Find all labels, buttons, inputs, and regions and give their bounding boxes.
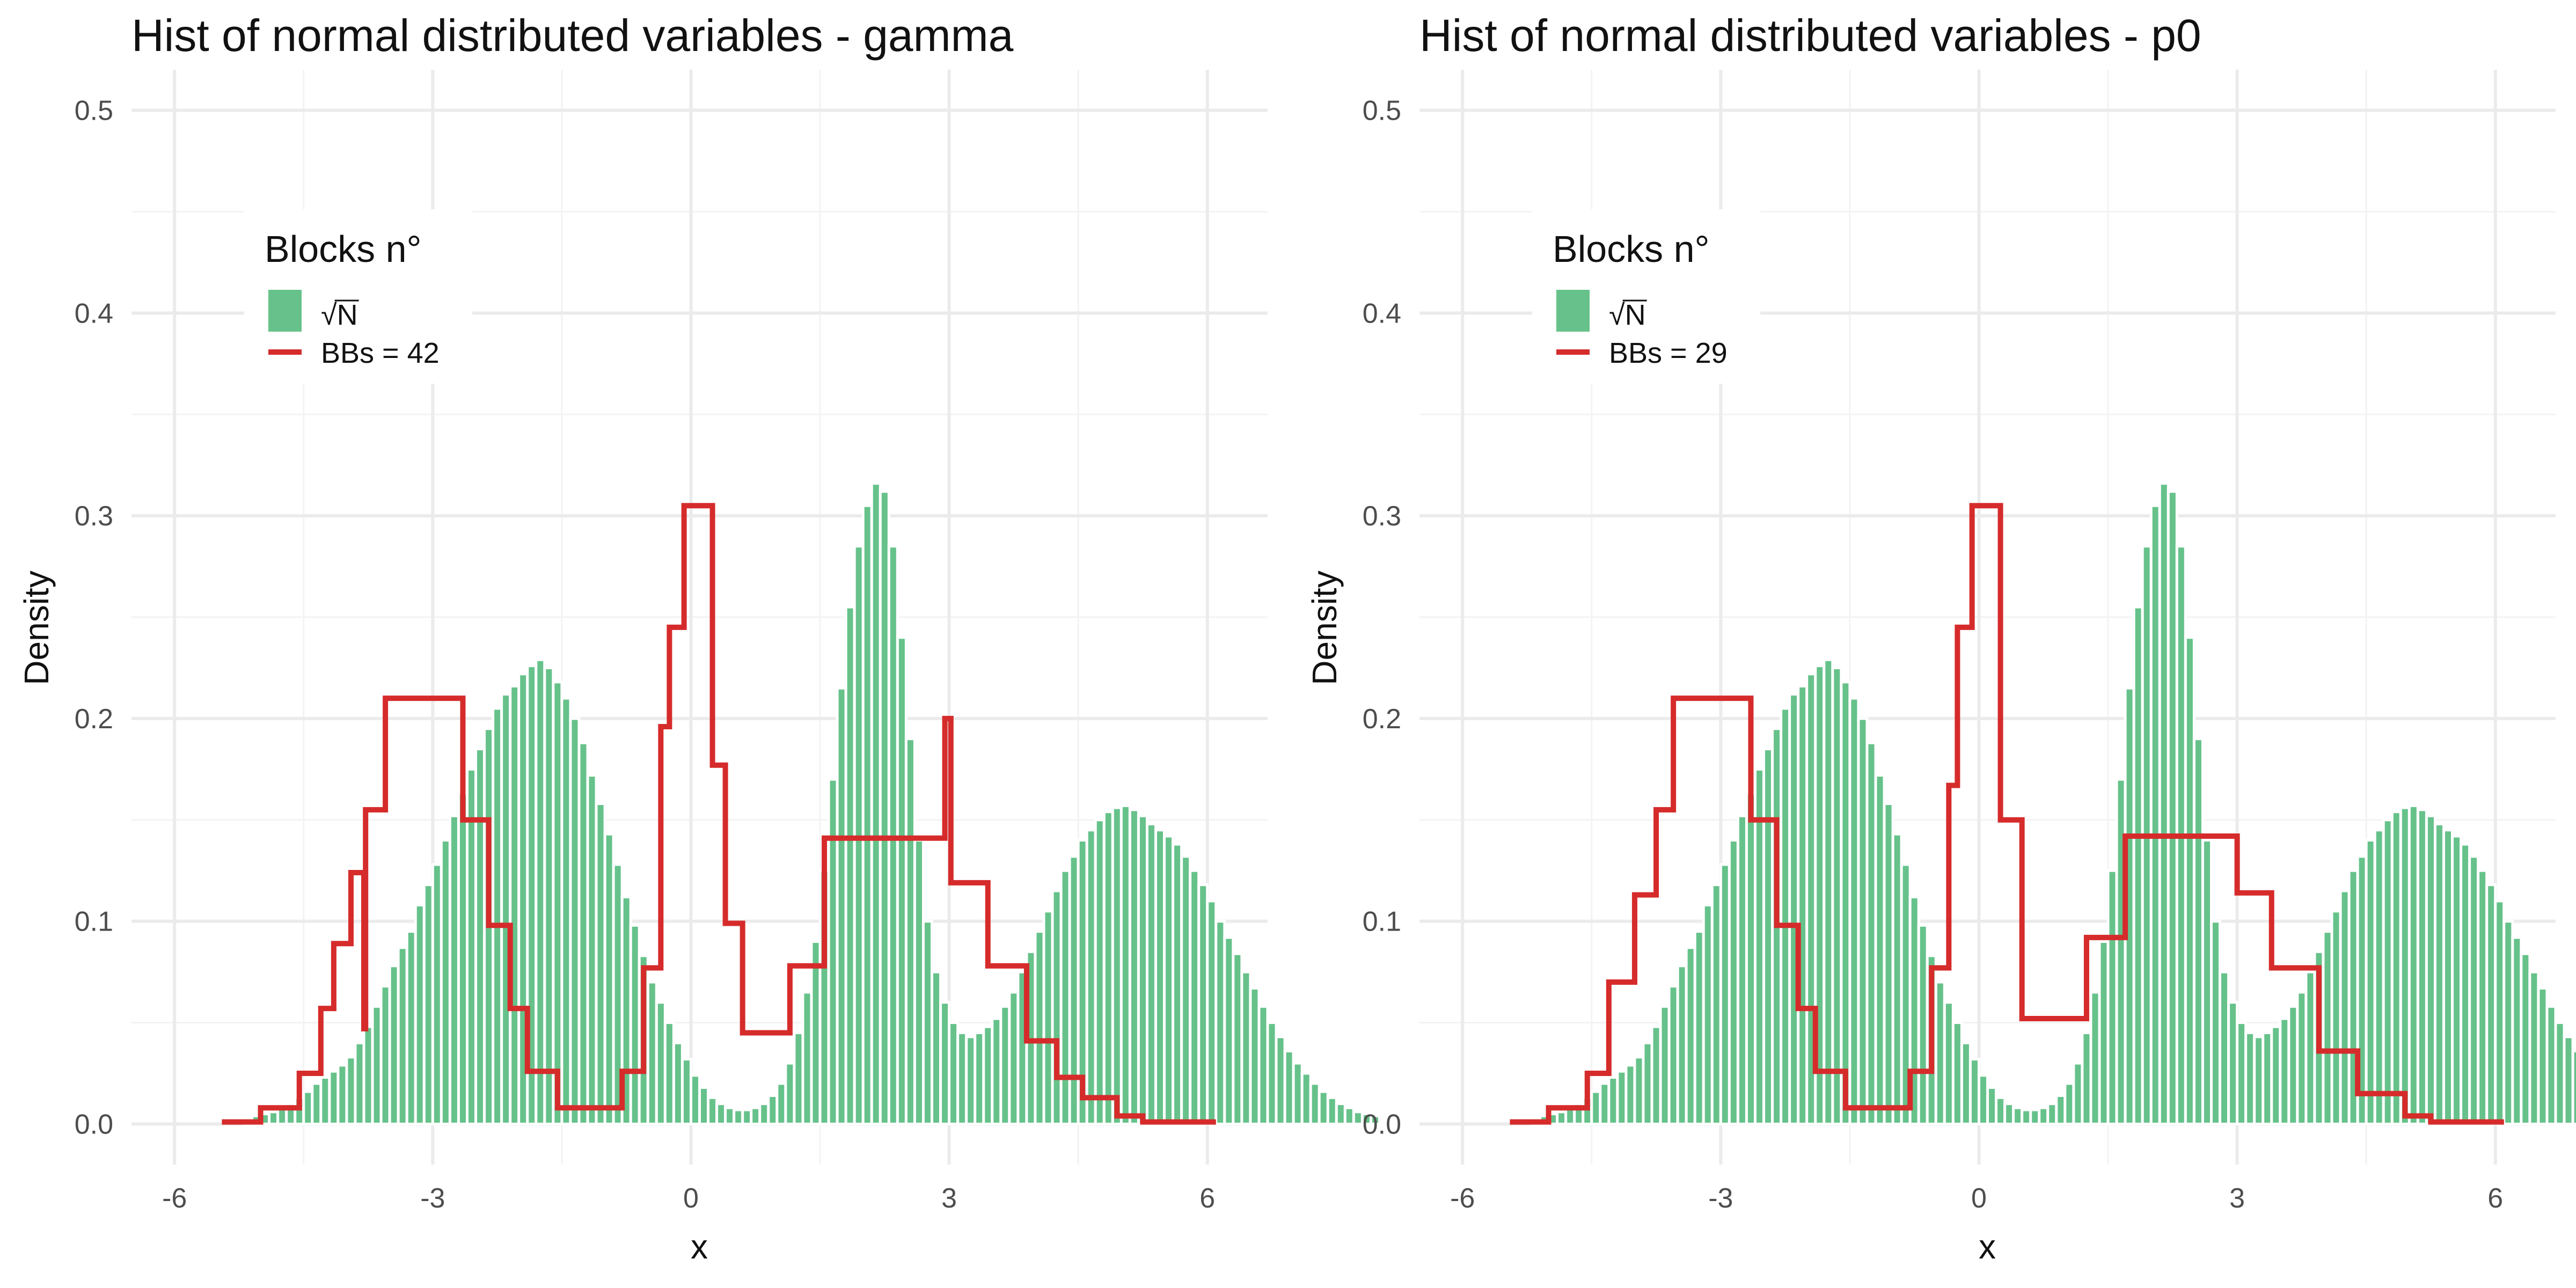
x-axis-label: x [1979,1227,1996,1266]
y-tick-label: 0.2 [75,704,113,735]
x-axis-ticks: -6 -3 0 3 6 [162,1183,1215,1214]
legend-key-bars [1556,290,1590,332]
x-tick-label: -6 [162,1183,187,1214]
legend-label-sqrt: √N [321,299,358,331]
y-tick-label: 0.5 [1363,96,1401,127]
x-tick-label: 6 [2487,1183,2503,1214]
x-tick-label: 3 [941,1183,957,1214]
histogram-bars [241,482,1381,1125]
x-axis-label: x [691,1227,708,1266]
legend-title: Blocks n° [265,228,422,270]
x-axis-ticks: -6 -3 0 3 6 [1450,1183,2503,1214]
x-tick-label: -6 [1450,1183,1475,1214]
y-tick-label: 0.5 [75,96,113,127]
histogram-bar [1369,1114,1381,1125]
legend-title: Blocks n° [1553,228,1710,270]
y-tick-label: 0.4 [1363,298,1401,329]
chart-panel-gamma: Hist of normal distributed variables - g… [17,10,1381,1266]
y-tick-label: 0.3 [1363,501,1401,532]
chart-panel-p0: Hist of normal distributed variables - p… [1305,10,2576,1266]
y-tick-label: 0.0 [1363,1109,1401,1140]
x-tick-label: 0 [1971,1183,1987,1214]
blocks-step-line [222,503,1216,1125]
x-tick-label: -3 [1708,1183,1733,1214]
y-tick-label: 0.3 [75,501,113,532]
x-tick-label: 0 [683,1183,699,1214]
legend-label-blocks: BBs = 29 [1609,337,1728,369]
histogram-bar [2571,1049,2576,1125]
x-tick-label: -3 [420,1183,445,1214]
x-tick-label: 6 [1199,1183,1215,1214]
y-tick-label: 0.1 [1363,906,1401,938]
y-axis-label: Density [1305,570,1344,685]
y-tick-label: 0.0 [75,1109,113,1140]
chart-title: Hist of normal distributed variables - g… [131,10,1014,61]
legend: Blocks n° √N BBs = 42 [244,209,472,384]
legend-label-blocks: BBs = 42 [321,337,440,369]
legend-key-bars [268,290,302,332]
x-tick-label: 3 [2229,1183,2245,1214]
blocks-step-line [1510,503,2504,1125]
y-axis-ticks: 0.0 0.1 0.2 0.3 0.4 0.5 [1363,96,1401,1140]
y-tick-label: 0.2 [1363,704,1401,735]
y-axis-ticks: 0.0 0.1 0.2 0.3 0.4 0.5 [75,96,113,1140]
legend-label-sqrt: √N [1609,299,1646,331]
y-axis-label: Density [17,570,56,685]
grid [1419,70,2556,1165]
y-tick-label: 0.1 [75,906,113,938]
legend: Blocks n° √N BBs = 29 [1532,209,1760,384]
chart-title: Hist of normal distributed variables - p… [1419,10,2201,61]
y-tick-label: 0.4 [75,298,113,329]
